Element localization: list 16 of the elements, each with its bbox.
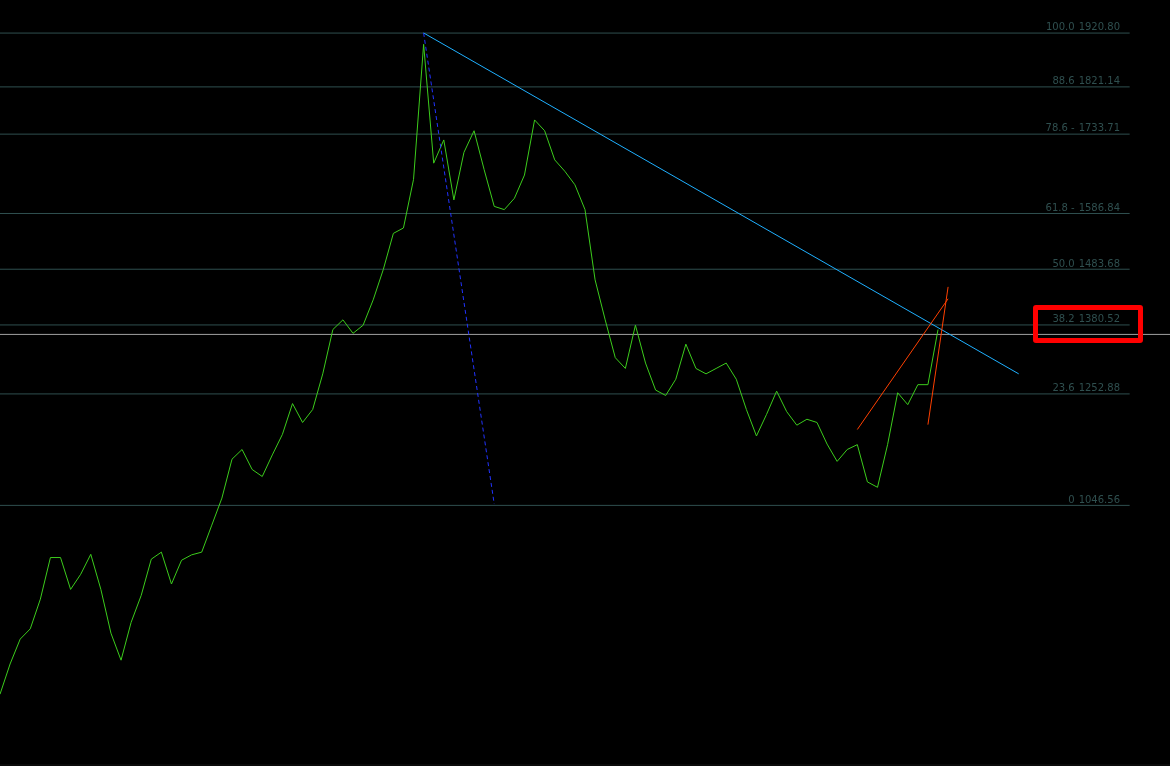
y-tick-label: 1733.71	[1078, 121, 1120, 136]
annotation: 0	[1068, 493, 1075, 508]
y-tick-label: 1046.56	[1078, 493, 1120, 508]
y-tick-label: 1920.80	[1078, 20, 1120, 35]
y-tick-label: 1380.52	[1078, 312, 1120, 327]
annotation: 38.2	[1052, 312, 1075, 327]
annotation: 78.6 -	[1045, 121, 1075, 136]
annotation: 23.6	[1052, 381, 1075, 396]
y-tick-label: 1483.68	[1078, 256, 1120, 271]
y-tick-label: 1821.14	[1078, 74, 1120, 88]
annotation: 50.0	[1052, 256, 1075, 271]
y-tick-label: 1586.84	[1078, 200, 1120, 215]
annotation: 100.0	[1046, 20, 1075, 35]
annotation: 88.6	[1052, 74, 1075, 88]
y-tick-label: 1252.88	[1078, 381, 1120, 396]
annotation: 61.8 -	[1045, 200, 1075, 215]
